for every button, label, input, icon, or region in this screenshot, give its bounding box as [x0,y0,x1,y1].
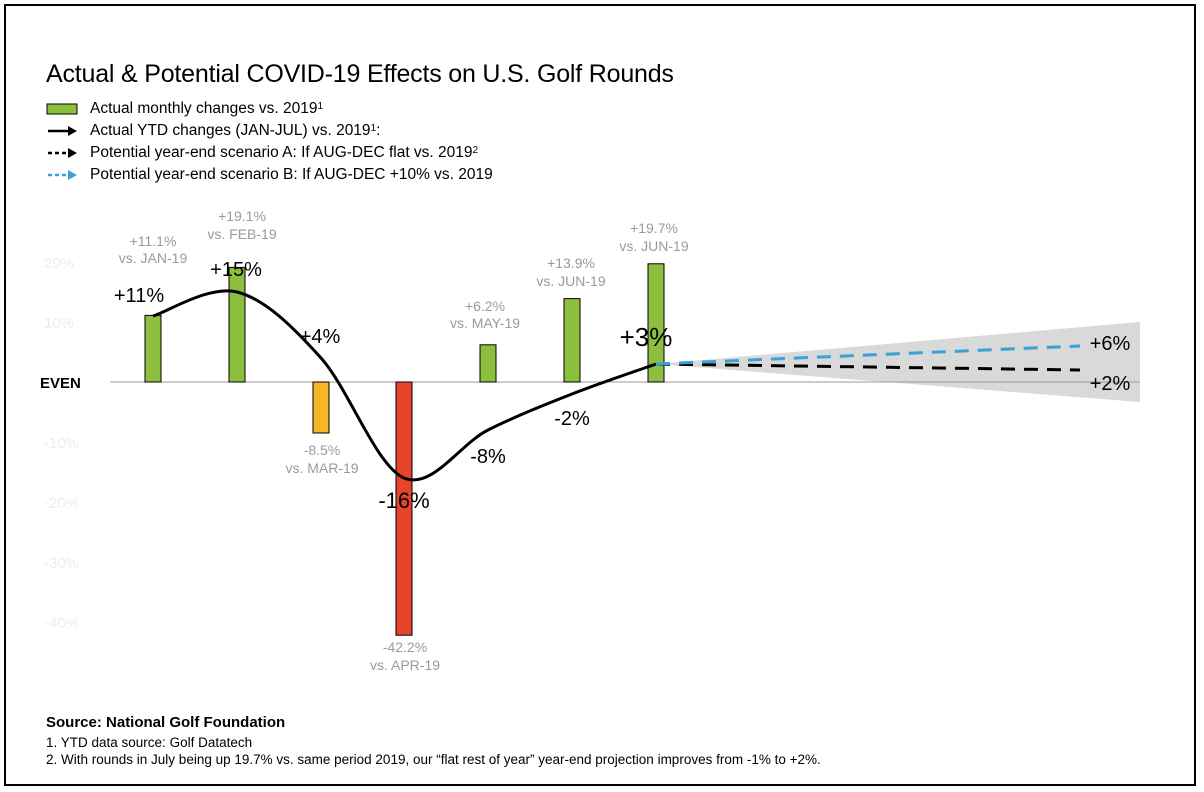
legend-label-scenario-a: Potential year-end scenario A: If AUG-DE… [90,144,473,161]
bar-6 [647,263,665,383]
ytd-label-2: +4% [300,326,341,348]
legend-item-monthly: Actual monthly changes vs. 20191 [46,98,493,120]
legend-label-ytd: Actual YTD changes (JAN-JUL) vs. 2019 [90,122,371,139]
bar-period-label-4: vs. MAY-19 [450,315,520,331]
legend-label-scenario-b: Potential year-end scenario B: If AUG-DE… [90,166,493,183]
ytd-label-3: -16% [378,488,429,513]
y-tick-label-4: -20% [44,495,79,512]
bar-period-label-1: vs. FEB-19 [207,226,276,242]
legend-sup-ytd: 1 [370,123,377,134]
scenario-b-line [655,344,1081,366]
bar-4 [479,344,497,383]
bar-value-label-0: +11.1% [130,233,177,249]
legend-suffix-ytd: : [376,122,381,139]
bar-period-label-2: vs. MAR-19 [285,460,358,476]
scenario-a-line [655,362,1081,372]
chart-frame: Actual & Potential COVID-19 Effects on U… [4,4,1196,786]
legend-arrow-solid-icon [46,124,82,138]
scenario-b-end-label: +6% [1090,333,1131,355]
legend-arrow-dashed-blue-icon [46,168,82,182]
y-tick-label-5: -30% [44,555,79,572]
bar-period-label-6: vs. JUN-19 [619,238,688,254]
legend-swatch-bar [46,102,82,116]
bar-value-label-5: +13.9% [547,255,595,271]
ytd-label-4: -8% [470,446,506,468]
footnote-2: 2. With rounds in July being up 19.7% vs… [46,752,821,767]
bar-value-label-1: +19.1% [218,208,266,224]
bar-3 [395,381,413,636]
chart-title: Actual & Potential COVID-19 Effects on U… [46,60,674,88]
y-tick-label-3: -10% [44,435,79,452]
legend-label-monthly: Actual monthly changes vs. 2019 [90,100,318,117]
y-tick-label-0: 20% [44,255,74,272]
bar-value-label-3: -42.2% [383,639,427,655]
legend-sup-scenario-a: 2 [472,145,479,156]
bar-0 [144,314,162,383]
bar-value-label-6: +19.7% [630,220,678,236]
legend-item-scenario-b: Potential year-end scenario B: If AUG-DE… [46,164,493,186]
legend-item-ytd: Actual YTD changes (JAN-JUL) vs. 20191: [46,120,493,142]
bar-value-label-4: +6.2% [465,298,505,314]
y-tick-label-6: -40% [44,615,79,632]
ytd-series-line [152,289,657,482]
source-note: Source: National Golf Foundation [46,714,286,731]
bar-period-label-3: vs. APR-19 [370,657,440,673]
y-tick-label-1: 10% [44,315,74,332]
scenario-a-end-label: +2% [1090,373,1131,395]
bar-period-label-5: vs. JUN-19 [536,273,605,289]
legend: Actual monthly changes vs. 20191 Actual … [46,98,493,186]
y-tick-label-2: EVEN [40,375,81,392]
bar-1 [228,266,246,383]
legend-sup-monthly: 1 [317,101,324,112]
ytd-label-6: +3% [620,322,673,352]
bar-2 [312,381,330,434]
bar-5 [563,298,581,383]
ytd-label-1: +15% [210,259,262,281]
ytd-label-5: -2% [554,408,590,430]
legend-arrow-dashed-black-icon [46,146,82,160]
footer: Source: National Golf Foundation 1. YTD … [46,714,821,768]
legend-item-scenario-a: Potential year-end scenario A: If AUG-DE… [46,142,493,164]
chart-plot: 20% 10% EVEN -10% -20% -30% -40% +11.1%vs. JAN-… [40,208,1140,673]
ytd-label-0: +11% [114,285,164,307]
bar-value-label-2: -8.5% [304,442,341,458]
bar-period-label-0: vs. JAN-19 [119,250,188,266]
footnote-1: 1. YTD data source: Golf Datatech [46,735,253,750]
